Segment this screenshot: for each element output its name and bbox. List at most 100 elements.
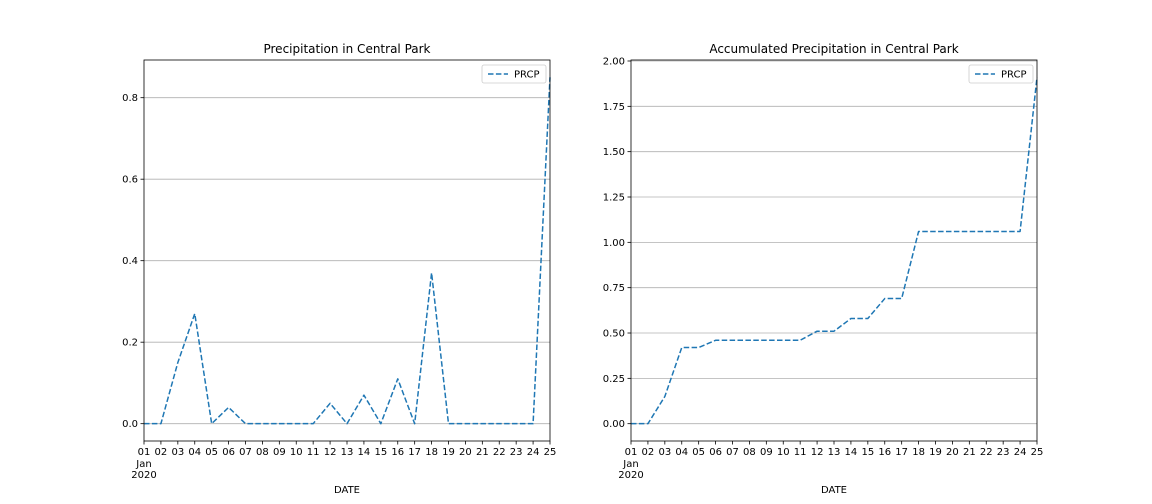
x-tick-label: 21 xyxy=(963,447,976,458)
data-point xyxy=(679,345,684,350)
data-point xyxy=(480,421,485,426)
x-tick-label: 04 xyxy=(188,447,201,458)
chart-title: Precipitation in Central Park xyxy=(263,42,430,56)
legend-box xyxy=(968,64,1034,84)
chart-panel-2: 0.00 0.25 0.50 0.75 1.00 1.25 1.50 1.75 2.00 01 02… xyxy=(603,42,1044,496)
y-tick-label: 1.50 xyxy=(603,147,625,158)
y-tick-label: 0.50 xyxy=(603,329,625,340)
x-sub-label: 2020 xyxy=(618,470,643,481)
x-tick-label: 07 xyxy=(726,447,739,458)
x-tick-label: 20 xyxy=(459,447,472,458)
data-point xyxy=(882,296,887,301)
x-tick-label: 04 xyxy=(675,447,688,458)
plot-frame xyxy=(630,59,1038,442)
x-tick-label: 06 xyxy=(222,447,235,458)
y-tick-label: 0.6 xyxy=(122,175,138,186)
data-point xyxy=(933,229,938,234)
data-point xyxy=(1001,229,1006,234)
y-tick-label: 1.00 xyxy=(603,238,625,249)
x-tick-label: 03 xyxy=(171,447,184,458)
data-point xyxy=(984,229,989,234)
x-axis-label: DATE xyxy=(334,485,360,496)
x-tick-label: 15 xyxy=(374,447,387,458)
x-tick-label: 10 xyxy=(777,447,790,458)
data-point xyxy=(378,421,383,426)
series-line-prcp xyxy=(144,77,551,425)
y-tick-label: 0.75 xyxy=(603,283,625,294)
x-tick-label: 11 xyxy=(794,447,807,458)
x-tick-label: 19 xyxy=(929,447,942,458)
data-point xyxy=(899,296,904,301)
data-point xyxy=(865,316,870,321)
x-tick-label: 14 xyxy=(845,447,858,458)
data-point xyxy=(747,338,752,343)
x-tick-label: 15 xyxy=(861,447,874,458)
series-line-prcp xyxy=(631,77,1038,425)
data-point xyxy=(260,421,265,426)
x-tick-label: 22 xyxy=(980,447,993,458)
x-tick-label: 23 xyxy=(997,447,1010,458)
data-point xyxy=(412,421,417,426)
data-point xyxy=(832,329,837,334)
data-point xyxy=(226,405,231,410)
data-point xyxy=(764,338,769,343)
data-point xyxy=(848,316,853,321)
y-tick-label: 2.00 xyxy=(603,56,625,67)
data-point xyxy=(209,421,214,426)
data-point xyxy=(345,421,350,426)
x-sub-label: Jan xyxy=(622,459,638,470)
data-point xyxy=(645,421,650,426)
x-tick-label: 18 xyxy=(912,447,925,458)
y-tick-label: 0.8 xyxy=(122,93,138,104)
x-tick-label: 24 xyxy=(527,447,540,458)
x-tick-label: 19 xyxy=(442,447,455,458)
x-tick-label: 09 xyxy=(273,447,286,458)
x-tick-label: 16 xyxy=(391,447,404,458)
x-tick-label: 08 xyxy=(743,447,756,458)
data-point xyxy=(158,421,163,426)
legend: PRCP xyxy=(481,64,547,84)
data-point xyxy=(798,338,803,343)
data-point xyxy=(311,421,316,426)
x-tick-label: 14 xyxy=(358,447,371,458)
x-tick-label: 20 xyxy=(946,447,959,458)
data-point xyxy=(446,421,451,426)
x-tick-label: 01 xyxy=(138,447,151,458)
x-tick-label: 22 xyxy=(493,447,506,458)
data-point xyxy=(395,376,400,381)
data-point xyxy=(662,394,667,399)
x-tick-label: 13 xyxy=(341,447,354,458)
x-tick-label: 08 xyxy=(256,447,269,458)
x-tick-label: 17 xyxy=(408,447,421,458)
data-point xyxy=(497,421,502,426)
data-point xyxy=(361,393,366,398)
data-point xyxy=(328,401,333,406)
x-tick-label: 05 xyxy=(205,447,218,458)
x-tick-label: 02 xyxy=(642,447,655,458)
x-sub-label: 2020 xyxy=(131,470,156,481)
y-tick-label: 1.25 xyxy=(603,193,625,204)
x-tick-label: 12 xyxy=(324,447,337,458)
legend: PRCP xyxy=(968,64,1034,84)
data-point xyxy=(243,421,248,426)
data-point xyxy=(950,229,955,234)
data-point xyxy=(277,421,282,426)
x-tick-label: 09 xyxy=(760,447,773,458)
x-tick-label: 03 xyxy=(658,447,671,458)
data-point xyxy=(730,338,735,343)
chart-title: Accumulated Precipitation in Central Par… xyxy=(709,42,958,56)
data-point xyxy=(781,338,786,343)
x-tick-label: 21 xyxy=(476,447,489,458)
data-point xyxy=(916,229,921,234)
x-tick-label: 24 xyxy=(1014,447,1027,458)
x-tick-label: 13 xyxy=(828,447,841,458)
x-tick-label: 23 xyxy=(510,447,523,458)
x-axis-label: DATE xyxy=(821,485,847,496)
legend-label: PRCP xyxy=(514,70,540,81)
data-point xyxy=(429,270,434,275)
x-tick-label: 02 xyxy=(155,447,168,458)
data-point xyxy=(192,311,197,316)
x-tick-label: 11 xyxy=(307,447,320,458)
